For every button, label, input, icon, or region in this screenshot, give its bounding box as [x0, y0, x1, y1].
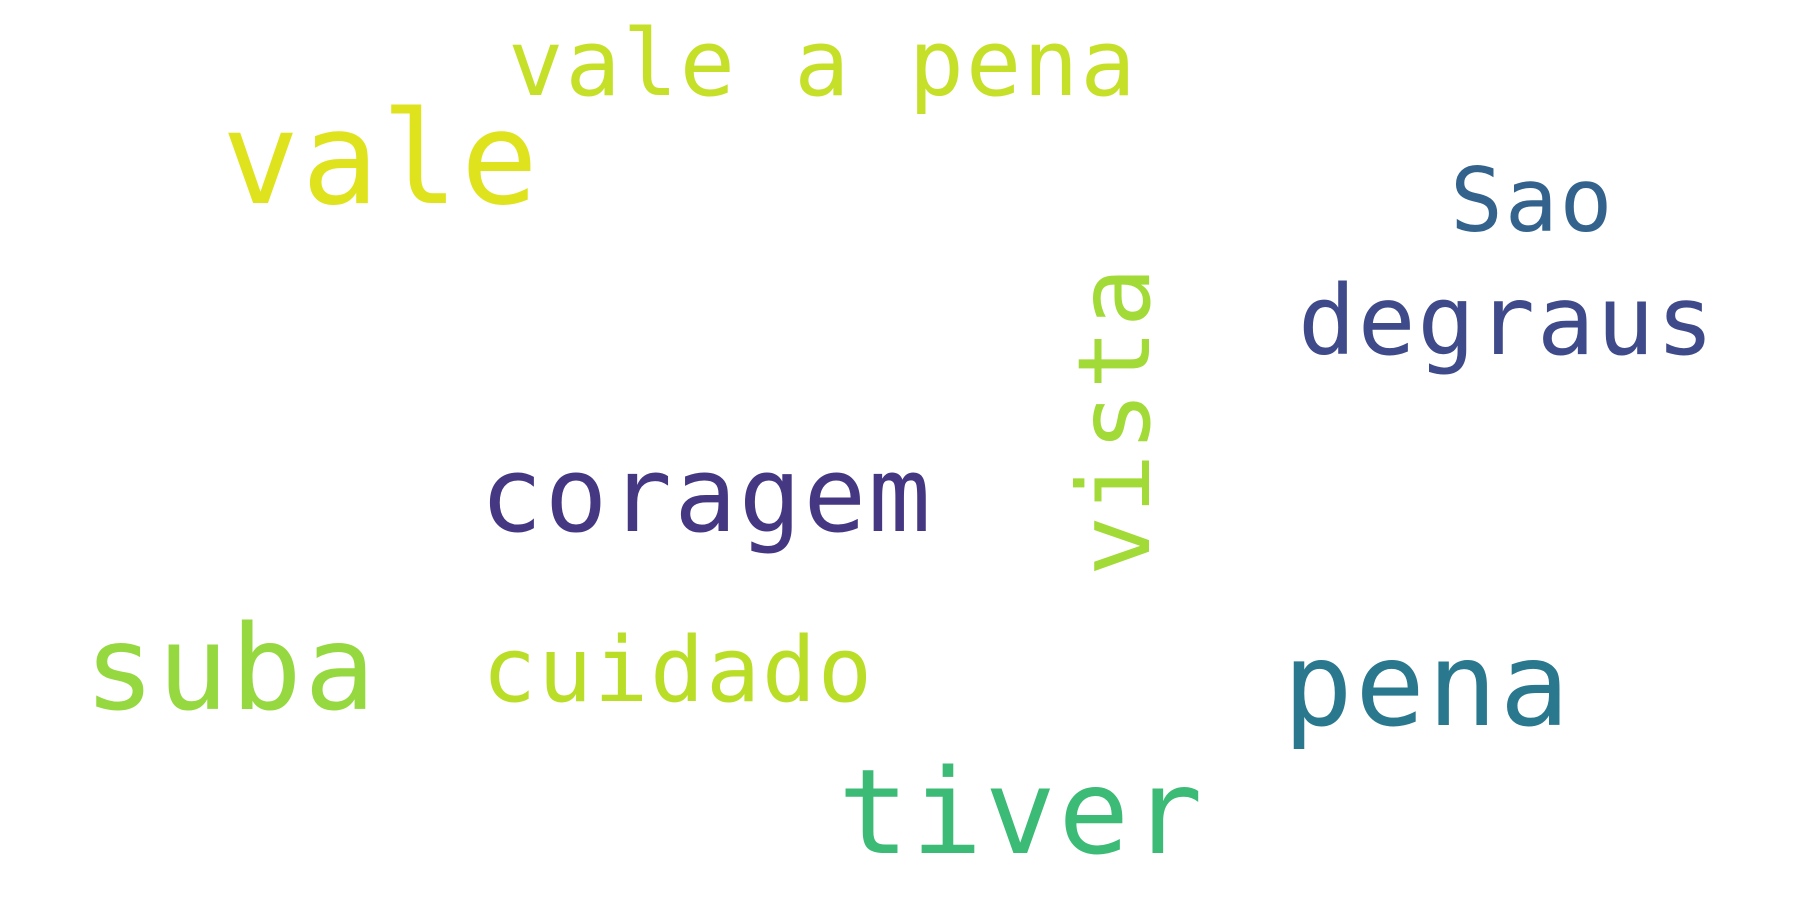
word-coragem: coragem: [480, 434, 933, 556]
word-degraus: degraus: [1298, 265, 1717, 377]
word-vista: vista: [1056, 265, 1173, 577]
word-suba: suba: [84, 599, 378, 737]
word-sao: Sao: [1450, 149, 1615, 252]
word-cuidado: cuidado: [482, 618, 874, 723]
word-vale-a-pena: vale a pena: [508, 10, 1138, 117]
word-tiver: tiver: [838, 743, 1206, 881]
word-pena: pena: [1283, 618, 1572, 753]
word-vale: vale: [222, 85, 541, 234]
